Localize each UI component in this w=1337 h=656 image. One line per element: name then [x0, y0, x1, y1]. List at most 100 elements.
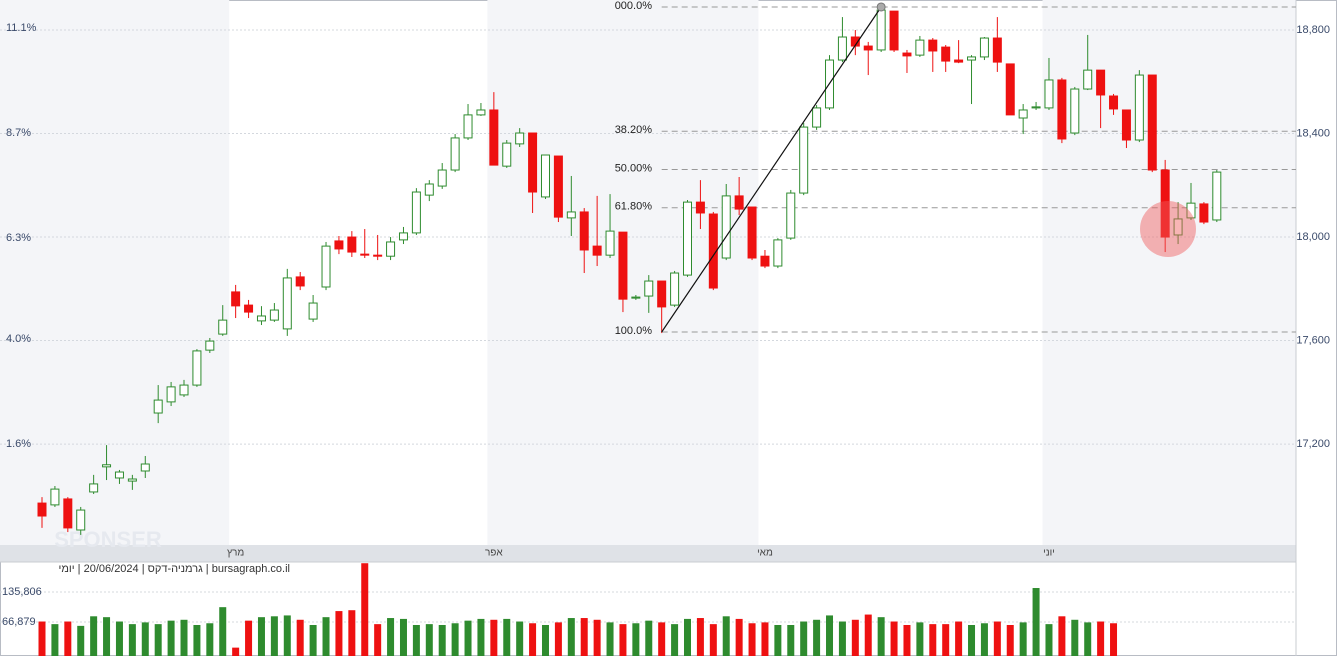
volume-bar	[593, 619, 601, 656]
candle-body	[631, 296, 641, 299]
volume-bar	[929, 624, 937, 656]
volume-bar	[412, 625, 420, 656]
x-tick-label: מאי	[757, 548, 773, 559]
volume-bar	[554, 622, 562, 656]
candle-body	[127, 478, 137, 482]
candle-body	[657, 280, 667, 308]
volume-bar	[761, 622, 769, 656]
candle-body	[1096, 69, 1106, 96]
candle-body	[967, 56, 977, 61]
volume-bar	[903, 625, 911, 656]
volume-bar	[1110, 623, 1118, 656]
volume-bar	[684, 618, 691, 656]
volume-bar	[1097, 621, 1105, 656]
volume-bar	[890, 621, 898, 656]
candle-body	[437, 169, 447, 187]
volume-bar	[748, 623, 756, 656]
candle-body	[721, 195, 731, 259]
fib-label: 50.00%	[615, 162, 653, 174]
volume-bar	[787, 625, 795, 656]
candle-body	[1044, 79, 1054, 109]
candle-body	[1005, 63, 1015, 116]
candle-body	[153, 399, 163, 414]
volume-bar	[516, 621, 524, 656]
volume-bar	[490, 619, 498, 656]
volume-bar	[103, 617, 111, 656]
candle-body	[979, 37, 989, 58]
volume-bar	[193, 625, 201, 656]
candle-body	[695, 201, 705, 214]
volume-bar	[270, 616, 278, 656]
volume-bar	[38, 621, 46, 656]
candle-body	[618, 231, 628, 300]
candle-body	[89, 483, 99, 493]
candle-body	[605, 230, 615, 256]
watermark: SPONSER	[54, 527, 162, 552]
volume-bar	[1058, 616, 1066, 656]
volume-bar	[477, 618, 485, 656]
candle-body	[1057, 79, 1067, 140]
volume-bar	[90, 616, 98, 656]
volume-bar	[219, 607, 227, 656]
volume-bar	[361, 563, 369, 656]
candle-body	[683, 201, 692, 276]
candle-body	[812, 107, 822, 128]
candle-body	[1160, 169, 1170, 238]
candle-body	[876, 9, 886, 51]
month-band	[1042, 0, 1296, 545]
candle-body	[502, 142, 512, 167]
candle-body	[734, 195, 744, 210]
fib-label: 000.0%	[615, 0, 653, 12]
candle-body	[424, 183, 434, 196]
candle-body	[269, 309, 279, 321]
volume-bar	[257, 617, 265, 656]
x-tick-label: יוני	[1043, 548, 1055, 559]
candle-body	[941, 46, 951, 62]
y2-tick-label: 1.6%	[6, 438, 31, 450]
volume-bar	[296, 619, 304, 656]
candle-body	[540, 154, 550, 198]
candle-body	[592, 245, 602, 256]
trend-handle	[876, 2, 886, 12]
volume-bar	[503, 618, 511, 656]
candle-body	[114, 471, 124, 479]
volume-bar	[180, 619, 188, 656]
fib-label: 38.20%	[615, 124, 653, 136]
candle-body	[889, 10, 899, 51]
highlight	[1140, 201, 1196, 257]
volume-bar	[529, 623, 537, 656]
y-tick-label: 18,000	[1296, 231, 1330, 243]
candle-body	[1212, 171, 1222, 221]
candle-body	[1199, 203, 1209, 223]
candle-body	[76, 509, 86, 531]
volume-bar	[141, 622, 149, 656]
volume-bar	[425, 624, 433, 656]
candle-body	[398, 232, 408, 241]
y2-tick-label: 4.0%	[6, 333, 31, 345]
volume-bar	[77, 625, 85, 656]
volume-bar	[580, 618, 588, 656]
volume-bar	[722, 616, 730, 656]
candle-body	[799, 126, 809, 194]
candle-body	[373, 254, 383, 257]
volume-bar	[115, 621, 123, 656]
volume-bar	[980, 623, 988, 656]
volume-bar	[645, 620, 653, 656]
volume-bar	[942, 624, 950, 656]
volume-bar	[464, 620, 472, 656]
candle-body	[786, 192, 796, 239]
volume-bar	[451, 623, 459, 656]
volume-bar	[1019, 622, 1027, 656]
volume-bar	[671, 624, 679, 656]
candle-body	[1031, 106, 1041, 109]
candle-body	[708, 213, 718, 289]
fib-label: 61.80%	[615, 201, 653, 213]
candle-body	[63, 498, 73, 529]
candle-body	[334, 240, 344, 250]
candle-body	[463, 114, 473, 139]
volume-bar	[1045, 624, 1053, 656]
candle-body	[308, 302, 318, 320]
candle-body	[837, 36, 847, 61]
month-band	[0, 0, 230, 545]
volume-bar	[696, 618, 704, 656]
